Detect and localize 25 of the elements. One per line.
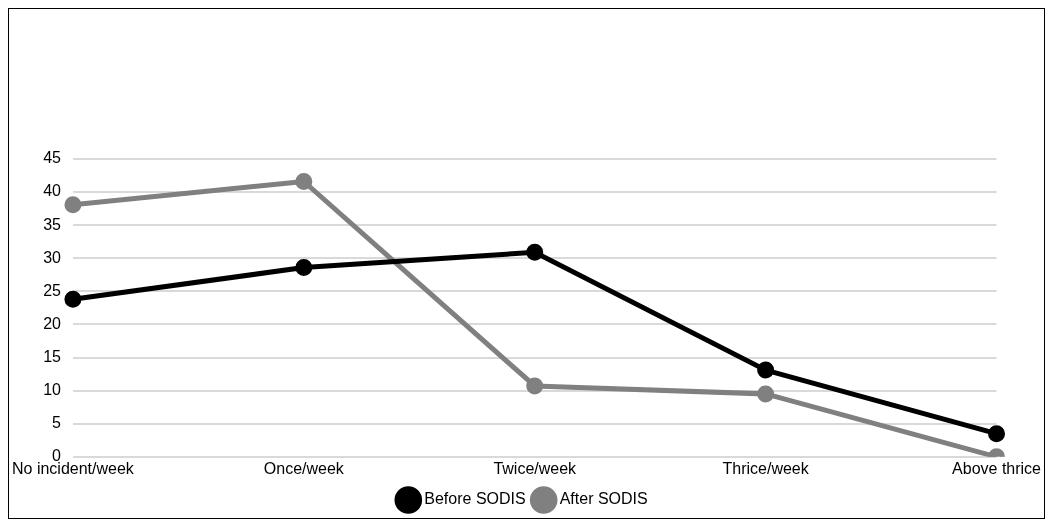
point: [526, 243, 544, 261]
point: [64, 196, 82, 214]
x-tick-label: Once/week: [263, 459, 345, 477]
y-tick-label: 25: [43, 281, 62, 299]
y-tick-label: 10: [43, 381, 62, 399]
y-tick-label: 0: [52, 447, 62, 465]
y-tick-label: 45: [43, 149, 62, 167]
y-tick-label: 35: [43, 215, 62, 233]
y-tick-label: 30: [43, 248, 62, 266]
x-tick-label: Thrice/week: [722, 459, 810, 477]
point: [757, 385, 775, 403]
point: [988, 425, 1006, 443]
point: [526, 377, 544, 395]
x-tick-label: Twice/week: [493, 459, 578, 477]
y-tick-label: 15: [43, 347, 62, 365]
point: [757, 361, 775, 379]
point: [295, 173, 313, 190]
point: [295, 259, 313, 277]
legend-label: After SODIS: [559, 490, 648, 508]
y-tick-label: 20: [43, 314, 62, 332]
y-tick-label: 5: [52, 414, 62, 432]
legend-label: Before SODIS: [424, 490, 526, 508]
point: [64, 290, 82, 308]
y-tick-label: 40: [43, 182, 62, 200]
x-tick-label: Above thrice: [952, 459, 1042, 477]
